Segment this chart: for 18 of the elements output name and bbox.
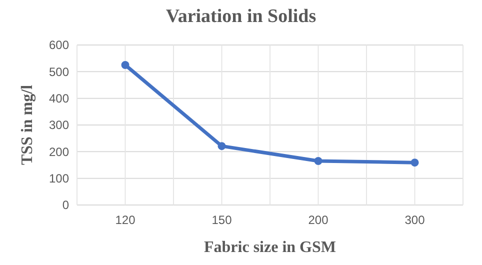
y-tick-label: 0 [62,198,70,212]
y-tick-label: 200 [48,144,70,159]
point [218,142,226,150]
x-axis-title: Fabric size in GSM [204,239,336,256]
y-tick-label: 600 [48,38,70,52]
y-axis-title: TSS in mg/l [19,84,36,166]
y-tick-label: 100 [48,172,70,186]
x-tick-label: 200 [308,213,329,227]
y-tick-label: 400 [48,92,70,106]
x-tick-label: 150 [212,213,232,227]
x-tick-label: 120 [115,213,136,227]
x-tick-label: 300 [404,213,426,227]
point [121,61,130,69]
point [314,157,322,165]
y-tick-label: 500 [48,64,70,79]
chart-title: Variation in Solids [166,6,316,27]
point [410,158,419,167]
y-tick-label: 300 [48,118,70,132]
